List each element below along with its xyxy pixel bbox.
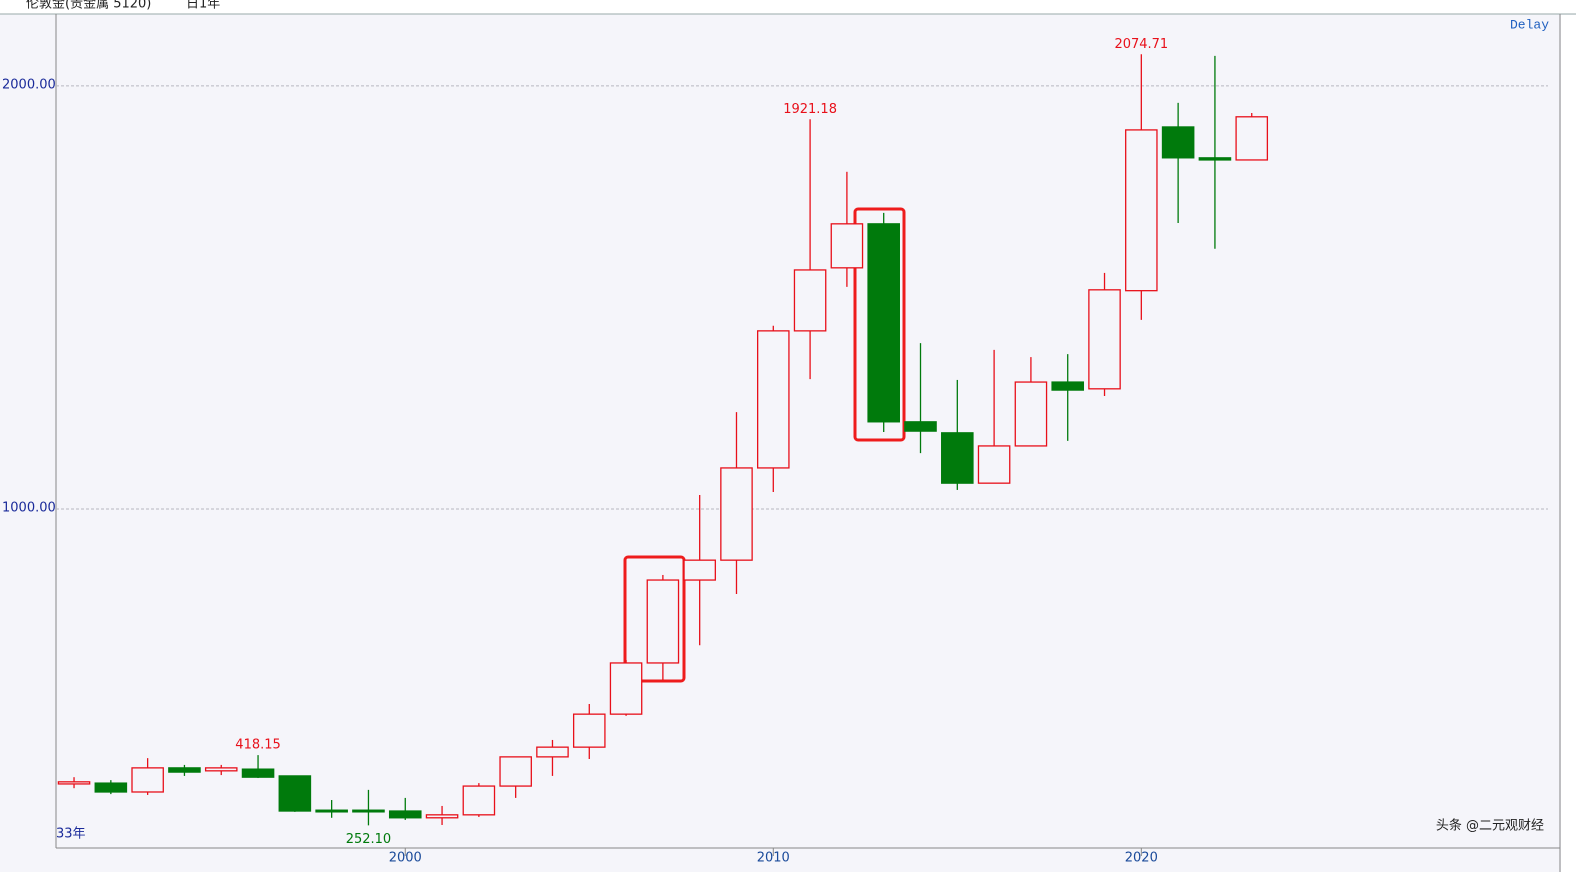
price-annotation: 2074.71 [1114, 37, 1168, 52]
candle-body [1198, 157, 1232, 161]
candle-body [1235, 116, 1269, 161]
candle-body [388, 810, 422, 819]
price-annotation: 418.15 [235, 738, 281, 753]
price-annotation: 252.10 [346, 832, 392, 847]
candle-body [204, 767, 238, 772]
candle-body [499, 756, 532, 787]
candle-body [609, 662, 643, 715]
candle-body [1014, 381, 1048, 447]
y-tick-label: 2000.00 [2, 77, 56, 92]
highlight-box [623, 555, 686, 683]
highlight-box [853, 207, 906, 442]
candle-body [572, 713, 606, 748]
candle-body [977, 445, 1011, 484]
candle-body [830, 223, 864, 269]
candle-body [94, 782, 128, 793]
side-panel [1561, 15, 1576, 872]
candle-body [278, 775, 312, 812]
x-tick-label: 2000 [389, 851, 422, 866]
candle-body [757, 330, 790, 469]
candle-body [536, 746, 569, 758]
count-label: 33年 [56, 827, 86, 842]
candle-body [168, 767, 201, 773]
candle-body [57, 781, 91, 785]
candle-body [793, 269, 827, 332]
y-tick-label: 1000.00 [2, 500, 56, 515]
delay-status: Delay [1510, 17, 1549, 32]
candle-body [867, 223, 900, 423]
candle-body [683, 559, 716, 581]
candle-body [1125, 129, 1158, 292]
candle-body [241, 768, 275, 778]
candle-body [1051, 381, 1085, 391]
candle-body [425, 814, 459, 819]
period-selector[interactable]: 日1年 [186, 0, 220, 12]
candle-body [646, 579, 680, 664]
candle-body [1088, 289, 1121, 390]
candle-body [720, 467, 753, 561]
candle-body [941, 432, 974, 484]
x-tick-label: 2010 [757, 851, 790, 866]
price-annotation: 1921.18 [783, 102, 837, 117]
candle-body [462, 785, 496, 816]
candle-body [1161, 126, 1195, 159]
candle-body [131, 767, 164, 793]
header-title: 伦敦金(贵金属 5120) [26, 0, 151, 12]
watermark: 头条 @二元观财经 [1436, 818, 1544, 834]
x-tick-label: 2020 [1125, 851, 1158, 866]
header-bar [0, 0, 1576, 14]
candle-body [904, 421, 937, 432]
candle-body [352, 809, 385, 813]
candle-body [315, 809, 348, 813]
